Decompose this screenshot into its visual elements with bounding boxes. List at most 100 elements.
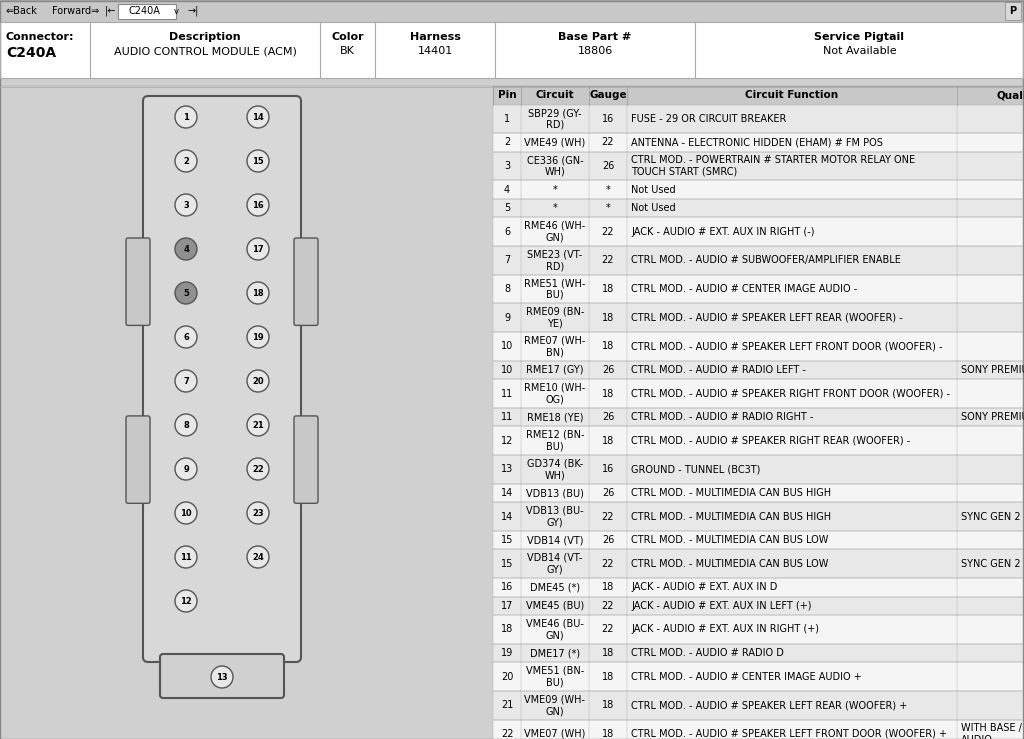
- Circle shape: [247, 458, 269, 480]
- FancyBboxPatch shape: [160, 654, 284, 698]
- Text: CTRL MOD. - AUDIO # SPEAKER LEFT REAR (WOOFER) -: CTRL MOD. - AUDIO # SPEAKER LEFT REAR (W…: [631, 313, 903, 323]
- Text: 18: 18: [602, 648, 614, 658]
- Text: 18: 18: [501, 624, 513, 635]
- Bar: [493, 379, 1023, 408]
- FancyBboxPatch shape: [126, 416, 150, 503]
- Text: *: *: [553, 203, 557, 213]
- Text: 14401: 14401: [418, 46, 453, 56]
- Text: Service Pigtail: Service Pigtail: [814, 32, 904, 42]
- Bar: [493, 361, 1023, 379]
- Text: 18: 18: [602, 389, 614, 398]
- Text: 23: 23: [252, 508, 264, 517]
- Text: 18: 18: [602, 341, 614, 351]
- Text: 18: 18: [252, 288, 264, 298]
- Bar: [493, 86, 1023, 104]
- Text: RME12 (BN-
BU): RME12 (BN- BU): [525, 430, 585, 452]
- Bar: [493, 246, 1023, 275]
- Bar: [493, 691, 1023, 720]
- Text: →|: →|: [188, 6, 200, 16]
- Text: VME09 (WH-
GN): VME09 (WH- GN): [524, 695, 586, 716]
- Text: Color: Color: [331, 32, 364, 42]
- Text: 9: 9: [504, 313, 510, 323]
- Text: SBP29 (GY-
RD): SBP29 (GY- RD): [528, 108, 582, 129]
- Bar: [493, 133, 1023, 151]
- Text: Harness: Harness: [410, 32, 461, 42]
- Text: 10: 10: [180, 508, 191, 517]
- Text: CTRL MOD. - AUDIO # RADIO LEFT -: CTRL MOD. - AUDIO # RADIO LEFT -: [631, 365, 806, 375]
- Text: 17: 17: [252, 245, 264, 253]
- Text: 6: 6: [183, 333, 189, 341]
- Text: 11: 11: [180, 553, 191, 562]
- Text: 14: 14: [501, 488, 513, 498]
- Text: 10: 10: [501, 365, 513, 375]
- FancyBboxPatch shape: [118, 4, 176, 19]
- Circle shape: [247, 414, 269, 436]
- Bar: [493, 426, 1023, 455]
- Text: 20: 20: [252, 376, 264, 386]
- Text: CTRL MOD. - MULTIMEDIA CAN BUS HIGH: CTRL MOD. - MULTIMEDIA CAN BUS HIGH: [631, 488, 831, 498]
- Text: 7: 7: [183, 376, 188, 386]
- Text: Base Part #: Base Part #: [558, 32, 632, 42]
- Text: 21: 21: [252, 420, 264, 429]
- Circle shape: [247, 502, 269, 524]
- Text: CTRL MOD. - AUDIO # CENTER IMAGE AUDIO -: CTRL MOD. - AUDIO # CENTER IMAGE AUDIO -: [631, 284, 857, 294]
- Text: Gauge: Gauge: [589, 90, 627, 101]
- Text: 22: 22: [602, 511, 614, 522]
- Text: |←: |←: [105, 6, 117, 16]
- Text: C240A: C240A: [6, 46, 56, 60]
- Text: VDB13 (BU-
GY): VDB13 (BU- GY): [526, 505, 584, 528]
- Bar: [493, 104, 1023, 133]
- Text: 22: 22: [602, 256, 614, 265]
- Text: RME51 (WH-
BU): RME51 (WH- BU): [524, 279, 586, 300]
- Text: 5: 5: [504, 203, 510, 213]
- Bar: [493, 662, 1023, 691]
- Bar: [493, 615, 1023, 644]
- Bar: [493, 720, 1023, 739]
- Text: VDB13 (BU): VDB13 (BU): [526, 488, 584, 498]
- FancyBboxPatch shape: [294, 238, 318, 325]
- Text: 22: 22: [501, 729, 513, 739]
- Text: 6: 6: [504, 227, 510, 236]
- Bar: [493, 596, 1023, 615]
- Bar: [493, 549, 1023, 578]
- Text: C240A: C240A: [128, 6, 160, 16]
- FancyBboxPatch shape: [294, 416, 318, 503]
- Bar: [493, 275, 1023, 304]
- Bar: [493, 151, 1023, 180]
- Text: v: v: [173, 7, 178, 16]
- Text: 22: 22: [252, 465, 264, 474]
- Text: JACK - AUDIO # EXT. AUX IN D: JACK - AUDIO # EXT. AUX IN D: [631, 582, 777, 593]
- Text: 1: 1: [504, 114, 510, 124]
- Text: CTRL MOD. - AUDIO # SPEAKER RIGHT REAR (WOOFER) -: CTRL MOD. - AUDIO # SPEAKER RIGHT REAR (…: [631, 436, 910, 446]
- Text: DME45 (*): DME45 (*): [530, 582, 580, 593]
- Text: SONY PREMIUM AUDIO: SONY PREMIUM AUDIO: [961, 412, 1024, 422]
- Text: CTRL MOD. - AUDIO # CENTER IMAGE AUDIO +: CTRL MOD. - AUDIO # CENTER IMAGE AUDIO +: [631, 672, 862, 681]
- Circle shape: [175, 150, 197, 172]
- Text: 16: 16: [602, 114, 614, 124]
- Text: CTRL MOD. - AUDIO # SPEAKER RIGHT FRONT DOOR (WOOFER) -: CTRL MOD. - AUDIO # SPEAKER RIGHT FRONT …: [631, 389, 950, 398]
- Text: DME17 (*): DME17 (*): [530, 648, 580, 658]
- Circle shape: [175, 414, 197, 436]
- Bar: [493, 455, 1023, 484]
- Text: 15: 15: [501, 535, 513, 545]
- Text: 8: 8: [183, 420, 188, 429]
- Text: 18: 18: [602, 284, 614, 294]
- Text: VDB14 (VT): VDB14 (VT): [526, 535, 584, 545]
- Text: VME45 (BU): VME45 (BU): [526, 601, 584, 611]
- Text: Description: Description: [169, 32, 241, 42]
- Circle shape: [211, 666, 233, 688]
- Text: RME10 (WH-
OG): RME10 (WH- OG): [524, 383, 586, 404]
- Text: 14: 14: [252, 112, 264, 121]
- Text: VDB14 (VT-
GY): VDB14 (VT- GY): [527, 553, 583, 574]
- Circle shape: [175, 106, 197, 128]
- Text: Circuit: Circuit: [536, 90, 574, 101]
- Text: SYNC GEN 2: SYNC GEN 2: [961, 559, 1021, 569]
- Circle shape: [247, 238, 269, 260]
- Text: Connector:: Connector:: [6, 32, 75, 42]
- Circle shape: [247, 546, 269, 568]
- Text: 21: 21: [501, 701, 513, 710]
- Text: BK: BK: [340, 46, 355, 56]
- Text: 19: 19: [252, 333, 264, 341]
- Text: 22: 22: [602, 559, 614, 569]
- Text: 2: 2: [183, 157, 189, 166]
